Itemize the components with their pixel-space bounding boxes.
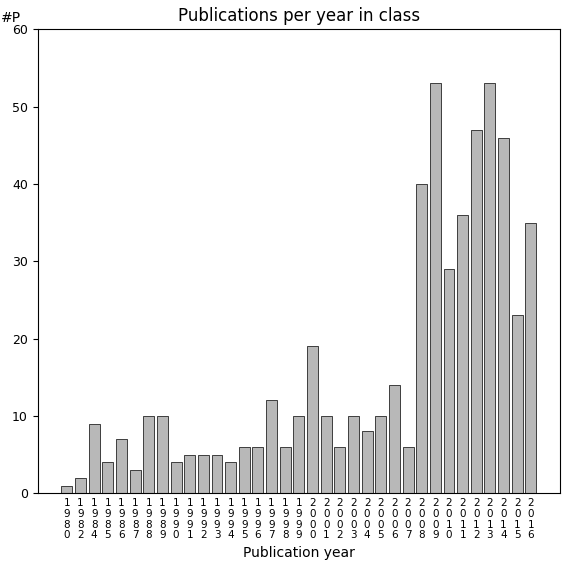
Bar [143, 416, 154, 493]
Bar [498, 138, 509, 493]
Bar [457, 215, 468, 493]
Bar [171, 462, 181, 493]
Bar [416, 184, 427, 493]
Bar [443, 269, 454, 493]
Bar [471, 130, 482, 493]
Bar [130, 470, 141, 493]
Bar [335, 447, 345, 493]
Bar [512, 315, 523, 493]
Bar [280, 447, 291, 493]
Bar [389, 385, 400, 493]
Bar [184, 455, 195, 493]
Bar [103, 462, 113, 493]
Bar [266, 400, 277, 493]
Bar [89, 424, 100, 493]
Text: #P: #P [1, 11, 22, 24]
X-axis label: Publication year: Publication year [243, 546, 355, 560]
Bar [157, 416, 168, 493]
Bar [321, 416, 332, 493]
Bar [252, 447, 264, 493]
Bar [403, 447, 413, 493]
Bar [307, 346, 318, 493]
Bar [75, 478, 86, 493]
Bar [293, 416, 304, 493]
Bar [211, 455, 222, 493]
Bar [526, 223, 536, 493]
Bar [61, 485, 73, 493]
Bar [116, 439, 127, 493]
Bar [225, 462, 236, 493]
Bar [430, 83, 441, 493]
Bar [239, 447, 249, 493]
Bar [198, 455, 209, 493]
Bar [362, 431, 373, 493]
Title: Publications per year in class: Publications per year in class [178, 7, 420, 25]
Bar [375, 416, 386, 493]
Bar [484, 83, 496, 493]
Bar [348, 416, 359, 493]
